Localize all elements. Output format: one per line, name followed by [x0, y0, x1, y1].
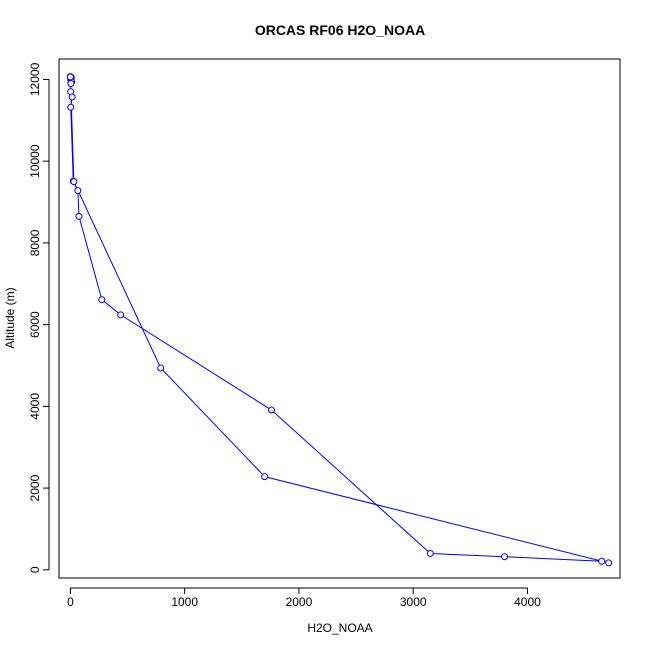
data-point — [66, 73, 74, 81]
y-tick-label: 8000 — [28, 229, 42, 256]
x-axis-label: H2O_NOAA — [307, 621, 372, 635]
y-tick-label: 10000 — [28, 144, 42, 178]
plot-frame — [58, 58, 621, 579]
y-tick-label: 12000 — [28, 62, 42, 96]
chart-title: ORCAS RF06 H2O_NOAA — [255, 22, 425, 38]
y-axis: 0 2000 4000 6000 8000 10000 12000 — [28, 62, 50, 573]
x-tick-label: 4000 — [514, 595, 541, 609]
x-tick-label: 3000 — [400, 595, 427, 609]
x-tick-label: 0 — [67, 595, 74, 609]
data-point — [501, 553, 509, 561]
data-point — [70, 178, 78, 186]
data-point — [261, 473, 269, 481]
series-line — [69, 76, 609, 564]
y-axis-label: Altitude (m) — [3, 287, 17, 348]
data-point — [98, 296, 106, 304]
data-point — [74, 187, 82, 195]
data-point — [598, 557, 606, 565]
data-point — [157, 364, 165, 372]
data-point — [268, 406, 276, 414]
data-point — [605, 559, 613, 567]
data-point — [75, 212, 83, 220]
y-tick-label: 2000 — [28, 474, 42, 501]
data-point — [68, 93, 76, 101]
y-tick-label: 4000 — [28, 393, 42, 420]
data-point — [67, 103, 75, 111]
data-point — [67, 80, 75, 88]
x-tick-label: 1000 — [171, 595, 198, 609]
x-tick-label: 2000 — [286, 595, 313, 609]
data-point — [117, 311, 125, 319]
y-tick-label: 0 — [28, 566, 42, 573]
x-axis: 0 1000 2000 3000 4000 — [67, 587, 541, 609]
series-layer — [66, 73, 613, 567]
y-tick-label: 6000 — [28, 311, 42, 338]
data-point — [426, 549, 434, 557]
